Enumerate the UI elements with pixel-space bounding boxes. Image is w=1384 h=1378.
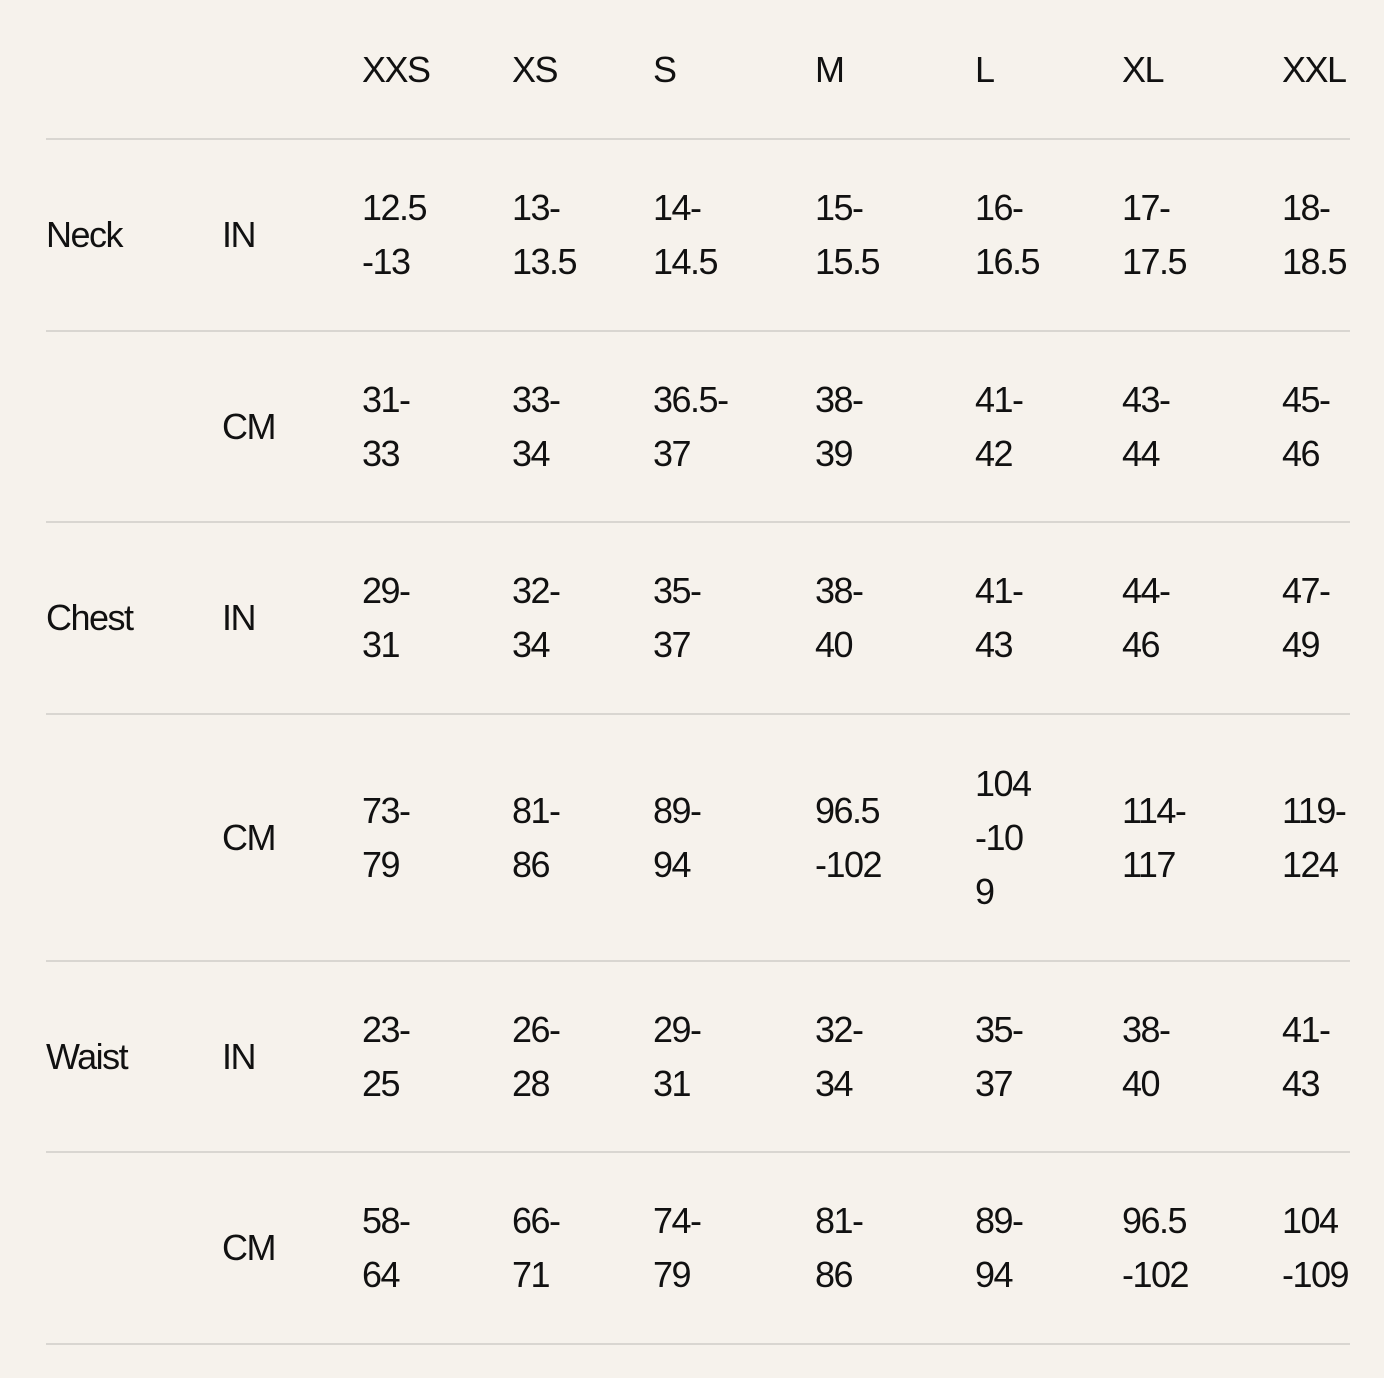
size-header: XL xyxy=(1122,48,1165,90)
table-row: CM 31- 33 33- 34 36.5- 37 38- 39 41- 42 43- 44… xyxy=(0,331,1384,522)
unit-label: CM xyxy=(222,816,277,858)
size-value: 43- 44 xyxy=(1122,378,1171,474)
size-value: 74- 79 xyxy=(653,1200,702,1295)
size-value: 81- 86 xyxy=(512,789,561,885)
size-value: 81- 86 xyxy=(815,1200,864,1295)
size-value: 12.5 -13 xyxy=(362,187,428,282)
size-value: 32- 34 xyxy=(815,1008,864,1104)
row-divider xyxy=(46,521,1350,523)
size-value: 14- 14.5 xyxy=(653,187,719,282)
unit-label: CM xyxy=(222,405,277,447)
size-value: 119- 124 xyxy=(1282,789,1347,885)
size-value: 32- 34 xyxy=(512,570,561,665)
size-header: S xyxy=(653,48,677,90)
measure-label: Neck xyxy=(46,214,124,255)
size-value: 36.5- 37 xyxy=(653,378,729,474)
size-value: 104 -109 xyxy=(1282,1200,1350,1295)
row-divider xyxy=(46,960,1350,962)
size-value: 23- 25 xyxy=(362,1008,411,1104)
table-row: CM 73- 79 81- 86 89- 94 96.5 -102 104 -10 9 11… xyxy=(0,714,1384,961)
size-value: 96.5 -102 xyxy=(815,789,883,885)
size-value: 13- 13.5 xyxy=(512,187,578,282)
measure-label: Waist xyxy=(46,1035,129,1077)
size-header: L xyxy=(975,48,995,90)
size-value: 89- 94 xyxy=(975,1200,1024,1295)
size-value: 26- 28 xyxy=(512,1008,561,1104)
size-header: M xyxy=(815,48,845,90)
size-value: 104 -10 9 xyxy=(975,762,1032,912)
size-value: 35- 37 xyxy=(975,1008,1024,1104)
unit-label: IN xyxy=(222,214,257,255)
size-value: 31- 33 xyxy=(362,378,411,474)
size-value: 58- 64 xyxy=(362,1200,411,1295)
size-header: XS xyxy=(512,48,559,90)
size-value: 114- 117 xyxy=(1122,789,1187,885)
size-header: XXS xyxy=(362,48,431,90)
size-value: 18- 18.5 xyxy=(1282,187,1348,282)
unit-label: IN xyxy=(222,1035,257,1077)
row-divider xyxy=(46,138,1350,140)
size-value: 38- 40 xyxy=(815,570,864,665)
size-value: 89- 94 xyxy=(653,789,702,885)
size-value: 29- 31 xyxy=(362,570,411,665)
unit-label: IN xyxy=(222,597,257,638)
table-row: Waist IN 23- 25 26- 28 29- 31 32- 34 35- 37 38-… xyxy=(0,961,1384,1152)
size-header: XXL xyxy=(1282,48,1347,90)
size-value: 17- 17.5 xyxy=(1122,187,1188,282)
size-value: 15- 15.5 xyxy=(815,187,881,282)
size-value: 38- 40 xyxy=(1122,1008,1171,1104)
size-value: 44- 46 xyxy=(1122,570,1171,665)
row-divider xyxy=(46,713,1350,715)
size-value: 41- 42 xyxy=(975,378,1024,474)
size-value: 41- 43 xyxy=(975,570,1024,665)
measure-label: Chest xyxy=(46,597,134,638)
size-value: 96.5 -102 xyxy=(1122,1200,1190,1295)
size-value: 35- 37 xyxy=(653,570,702,665)
size-value: 38- 39 xyxy=(815,378,864,474)
table-row: CM 58- 64 66- 71 74- 79 81- 86 89- 94 96.5 -10… xyxy=(0,1152,1384,1344)
table-row: Neck IN 12.5 -13 13- 13.5 14- 14.5 15- 15.5 16… xyxy=(0,139,1384,331)
size-value: 66- 71 xyxy=(512,1200,561,1295)
table-row: Chest IN 29- 31 32- 34 35- 37 38- 40 41- 43 44-… xyxy=(0,522,1384,714)
size-value: 73- 79 xyxy=(362,789,411,885)
size-value: 45- 46 xyxy=(1282,378,1331,474)
size-value: 16- 16.5 xyxy=(975,187,1041,282)
size-value: 29- 31 xyxy=(653,1008,702,1104)
header-row: XXS XS S M L XL XXL xyxy=(0,0,1384,139)
row-divider xyxy=(46,1343,1350,1345)
size-value: 47- 49 xyxy=(1282,570,1331,665)
row-divider xyxy=(46,330,1350,332)
size-value: 41- 43 xyxy=(1282,1008,1331,1104)
row-divider xyxy=(46,1151,1350,1153)
unit-label: CM xyxy=(222,1227,277,1268)
size-value: 33- 34 xyxy=(512,378,561,474)
